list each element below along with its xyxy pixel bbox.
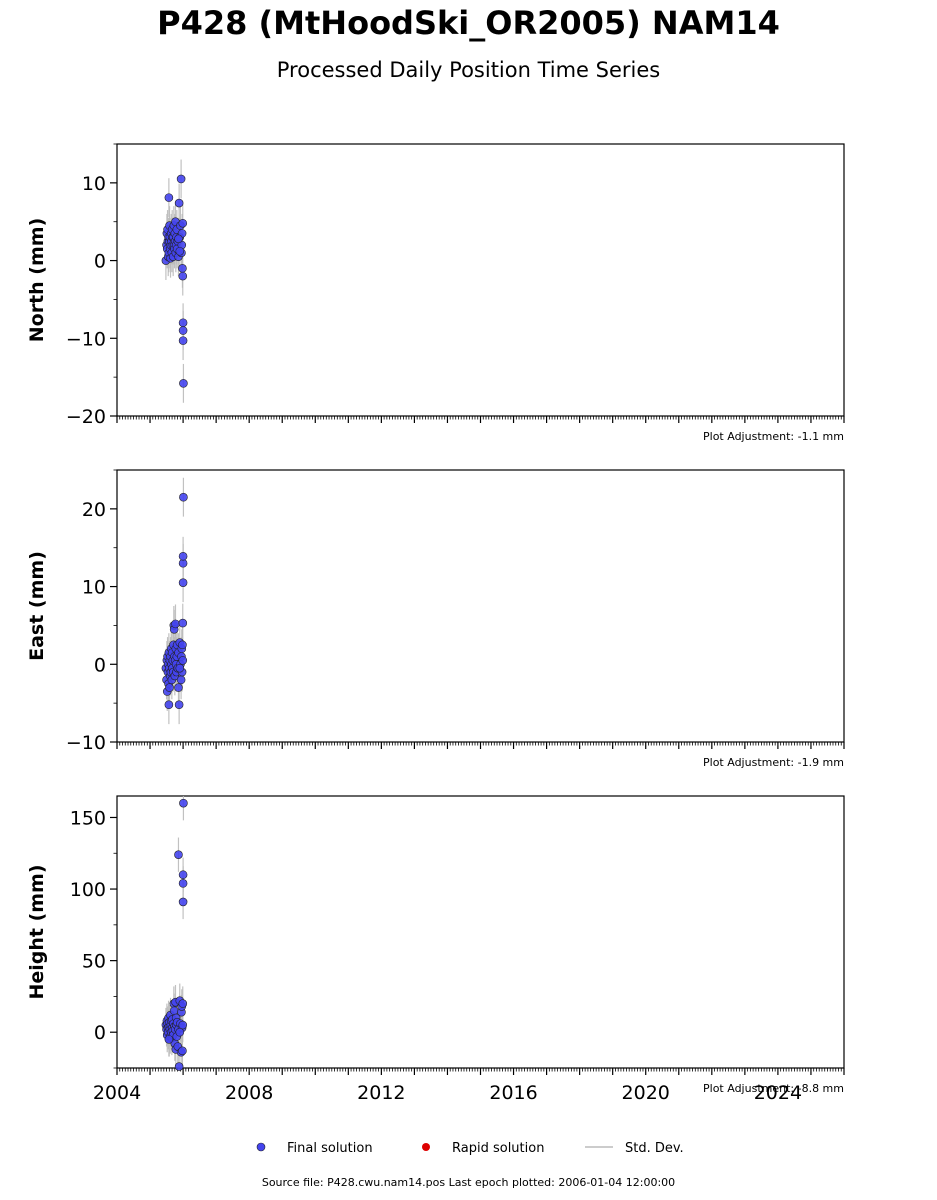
plot-adjustment: Plot Adjustment: -1.1 mm bbox=[703, 430, 844, 443]
panel-1: −20 −10 0 10 North (mm) Plot Adjustment: -1.1… bbox=[26, 143, 845, 443]
data-point bbox=[178, 578, 188, 587]
panel-2: −10 0 10 20 East (mm) Plot Adjustment: -1.9 m… bbox=[26, 469, 845, 769]
data-point bbox=[175, 1027, 185, 1037]
data-point bbox=[179, 492, 188, 502]
data-point bbox=[164, 1035, 174, 1044]
data-point bbox=[178, 879, 188, 888]
y-axis-label: Height (mm) bbox=[26, 864, 48, 999]
legend-std-label: Std. Dev. bbox=[625, 1141, 684, 1156]
legend-rapid-marker bbox=[422, 1143, 430, 1151]
plot-frame bbox=[116, 795, 845, 1069]
y-tick-label: 0 bbox=[94, 1022, 106, 1044]
data-point bbox=[178, 318, 188, 328]
data-point bbox=[164, 193, 174, 202]
data-point bbox=[178, 897, 188, 907]
data-point bbox=[176, 675, 186, 685]
chart-subtitle: Processed Daily Position Time Series bbox=[276, 58, 661, 82]
y-tick-label: 10 bbox=[82, 173, 106, 195]
data-point bbox=[178, 271, 188, 281]
data-point bbox=[174, 850, 183, 859]
data-point bbox=[174, 234, 183, 244]
data-point bbox=[175, 663, 185, 673]
data-point bbox=[174, 683, 183, 692]
x-tick-label: 2020 bbox=[622, 1082, 670, 1104]
data-point bbox=[164, 700, 174, 709]
plot-frame bbox=[116, 469, 845, 743]
data-point bbox=[178, 551, 188, 561]
y-tick-label: 50 bbox=[82, 951, 106, 973]
chart-title: P428 (MtHoodSki_OR2005) NAM14 bbox=[157, 4, 780, 42]
x-tick-label: 2012 bbox=[357, 1082, 405, 1104]
data-point bbox=[165, 683, 174, 692]
source-note: Source file: P428.cwu.nam14.pos Last epo… bbox=[261, 1176, 676, 1189]
x-tick-label: 2008 bbox=[225, 1082, 273, 1104]
y-tick-label: −10 bbox=[66, 328, 106, 350]
y-tick-label: 10 bbox=[82, 577, 106, 599]
x-tick-label: 2016 bbox=[489, 1082, 537, 1104]
data-point bbox=[179, 379, 188, 388]
y-tick-label: 0 bbox=[94, 251, 106, 273]
y-tick-label: 100 bbox=[70, 879, 106, 901]
legend-rapid-label: Rapid solution bbox=[452, 1141, 544, 1156]
data-point bbox=[174, 1062, 184, 1071]
plot-frame bbox=[116, 143, 845, 417]
data-point bbox=[178, 1020, 188, 1030]
data-point bbox=[178, 618, 188, 628]
data-point bbox=[171, 619, 180, 629]
data-point bbox=[174, 198, 184, 208]
y-axis-label: East (mm) bbox=[26, 551, 48, 661]
data-point bbox=[178, 336, 188, 345]
data-point bbox=[178, 326, 188, 335]
data-point bbox=[178, 1046, 187, 1056]
data-point bbox=[176, 174, 186, 184]
data-point bbox=[179, 798, 188, 808]
data-point bbox=[178, 870, 188, 880]
data-point bbox=[178, 640, 187, 650]
y-tick-label: −20 bbox=[66, 406, 106, 428]
legend-final-marker bbox=[256, 1142, 266, 1152]
data-point bbox=[169, 1006, 179, 1016]
legend-final-label: Final solution bbox=[287, 1141, 373, 1156]
plot-adjustment: Plot Adjustment: -8.8 mm bbox=[703, 1082, 844, 1095]
x-tick-label: 2004 bbox=[93, 1082, 141, 1104]
data-point bbox=[174, 700, 184, 709]
panel-3: 0 50 100 150 Height (mm) Plot Adjustment: -8.… bbox=[26, 795, 845, 1104]
x-tick-label: 2024 bbox=[754, 1082, 802, 1104]
data-point bbox=[178, 218, 188, 228]
y-tick-label: −10 bbox=[66, 732, 106, 754]
data-point bbox=[178, 999, 188, 1008]
data-point bbox=[175, 246, 185, 256]
y-tick-label: 150 bbox=[70, 807, 106, 829]
y-tick-label: 20 bbox=[82, 499, 106, 521]
plot-adjustment: Plot Adjustment: -1.9 mm bbox=[703, 756, 844, 769]
data-point bbox=[178, 264, 187, 273]
y-tick-label: 0 bbox=[94, 654, 106, 676]
data-point bbox=[178, 656, 188, 665]
y-axis-label: North (mm) bbox=[26, 218, 48, 343]
legend: Final solution Rapid solution Std. Dev. bbox=[256, 1141, 684, 1156]
